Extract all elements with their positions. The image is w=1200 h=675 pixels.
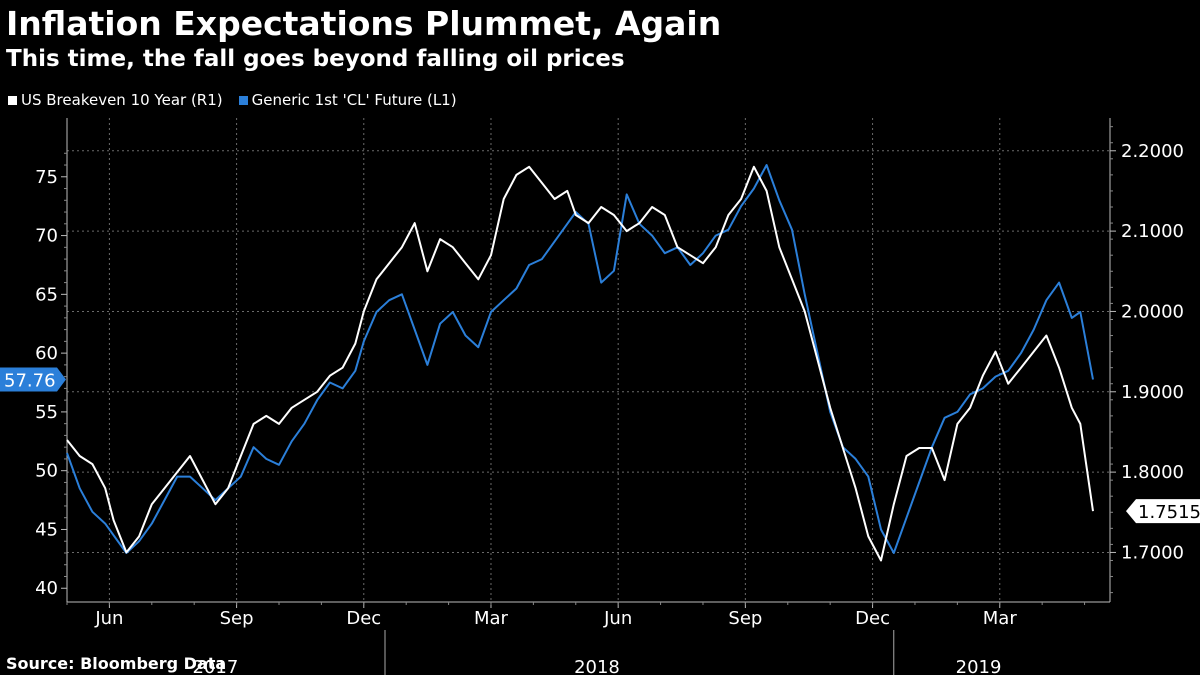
oil-futures-line <box>66 164 1094 554</box>
oil-last-value-tag: 57.76 <box>0 367 66 392</box>
source-note: Source: Bloomberg Data <box>6 654 227 673</box>
x-tick-label: Jun <box>603 608 632 629</box>
chart-subtitle: This time, the fall goes beyond falling … <box>6 46 625 72</box>
left-tick-label: 65 <box>35 284 58 305</box>
legend-item-breakeven: US Breakeven 10 Year (R1) <box>8 91 223 109</box>
left-tick-label: 45 <box>35 519 58 540</box>
right-tick-label: 1.9000 <box>1121 382 1184 403</box>
left-tick-label: 50 <box>35 461 58 482</box>
x-tick-label: Dec <box>346 608 381 629</box>
axes <box>61 118 1116 675</box>
right-tick-label: 2.1000 <box>1121 221 1184 242</box>
chart-title: Inflation Expectations Plummet, Again <box>6 4 722 43</box>
year-label: 2018 <box>574 657 620 675</box>
series-lines <box>66 164 1094 562</box>
year-label: 2017 <box>192 657 238 675</box>
axis-labels: 40 45 50 55 60 65 70 75 1.7000 1.8000 1.9000 2.0000… <box>0 141 1200 675</box>
left-tick-label: 60 <box>35 343 58 364</box>
oil-last-value-label: 57.76 <box>4 370 56 391</box>
right-tick-label: 2.0000 <box>1121 301 1184 322</box>
breakeven-line <box>66 165 1094 562</box>
grid-lines <box>67 118 1110 600</box>
left-tick-label: 70 <box>35 226 58 247</box>
oil-last-value-box <box>0 367 66 392</box>
right-tick-label: 2.2000 <box>1121 141 1184 162</box>
legend-swatch-breakeven <box>8 95 17 105</box>
legend-item-oil: Generic 1st 'CL' Future (L1) <box>238 91 457 109</box>
left-tick-label: 40 <box>35 578 58 599</box>
x-tick-label: Dec <box>855 608 890 629</box>
right-tick-label: 1.8000 <box>1121 462 1184 483</box>
right-tick-label: 1.7000 <box>1121 542 1184 563</box>
year-label: 2019 <box>956 657 1002 675</box>
breakeven-last-value-tag: 1.7515 <box>1126 499 1200 524</box>
x-tick-label: Sep <box>220 608 254 629</box>
legend-label-breakeven: US Breakeven 10 Year (R1) <box>21 91 223 109</box>
legend-label-oil: Generic 1st 'CL' Future (L1) <box>251 91 457 109</box>
x-tick-label: Mar <box>983 608 1018 629</box>
left-tick-label: 75 <box>35 167 58 188</box>
breakeven-last-value-label: 1.7515 <box>1138 502 1200 523</box>
legend: US Breakeven 10 Year (R1) Generic 1st 'C… <box>8 91 457 109</box>
legend-swatch-oil <box>238 95 248 105</box>
breakeven-last-value-box <box>1126 499 1200 524</box>
left-tick-label: 55 <box>35 402 58 423</box>
x-tick-label: Jun <box>94 608 123 629</box>
x-tick-label: Sep <box>728 608 762 629</box>
x-tick-label: Mar <box>474 608 509 629</box>
